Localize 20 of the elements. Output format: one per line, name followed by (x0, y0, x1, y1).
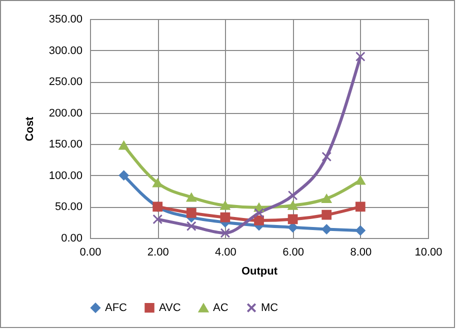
y-tick-label: 200.00 (48, 107, 82, 120)
legend-label: MC (261, 302, 278, 314)
legend-label: AVC (159, 302, 181, 314)
x-tick-label: 6.00 (282, 246, 304, 258)
x-tick-label: 2.00 (147, 246, 169, 258)
y-tick-label: 150.00 (48, 138, 82, 151)
y-tick-label: 50.00 (54, 201, 82, 214)
x-axis-title: Output (241, 266, 278, 278)
y-axis-title: Cost (24, 116, 36, 142)
y-tick-label: 350.00 (48, 14, 82, 26)
y-tick-label: 100.00 (48, 170, 82, 182)
legend-label: AFC (105, 302, 128, 314)
x-tick-label: 10.00 (414, 246, 442, 258)
y-tick-label: 0.00 (61, 232, 82, 244)
legend-label: AC (213, 302, 228, 314)
y-tick-label: 300.00 (48, 44, 82, 57)
x-tick-label: 0.00 (80, 246, 102, 258)
x-tick-label: 4.00 (214, 246, 236, 258)
x-tick-label: 8.00 (350, 246, 372, 258)
y-tick-label: 250.00 (48, 76, 82, 88)
